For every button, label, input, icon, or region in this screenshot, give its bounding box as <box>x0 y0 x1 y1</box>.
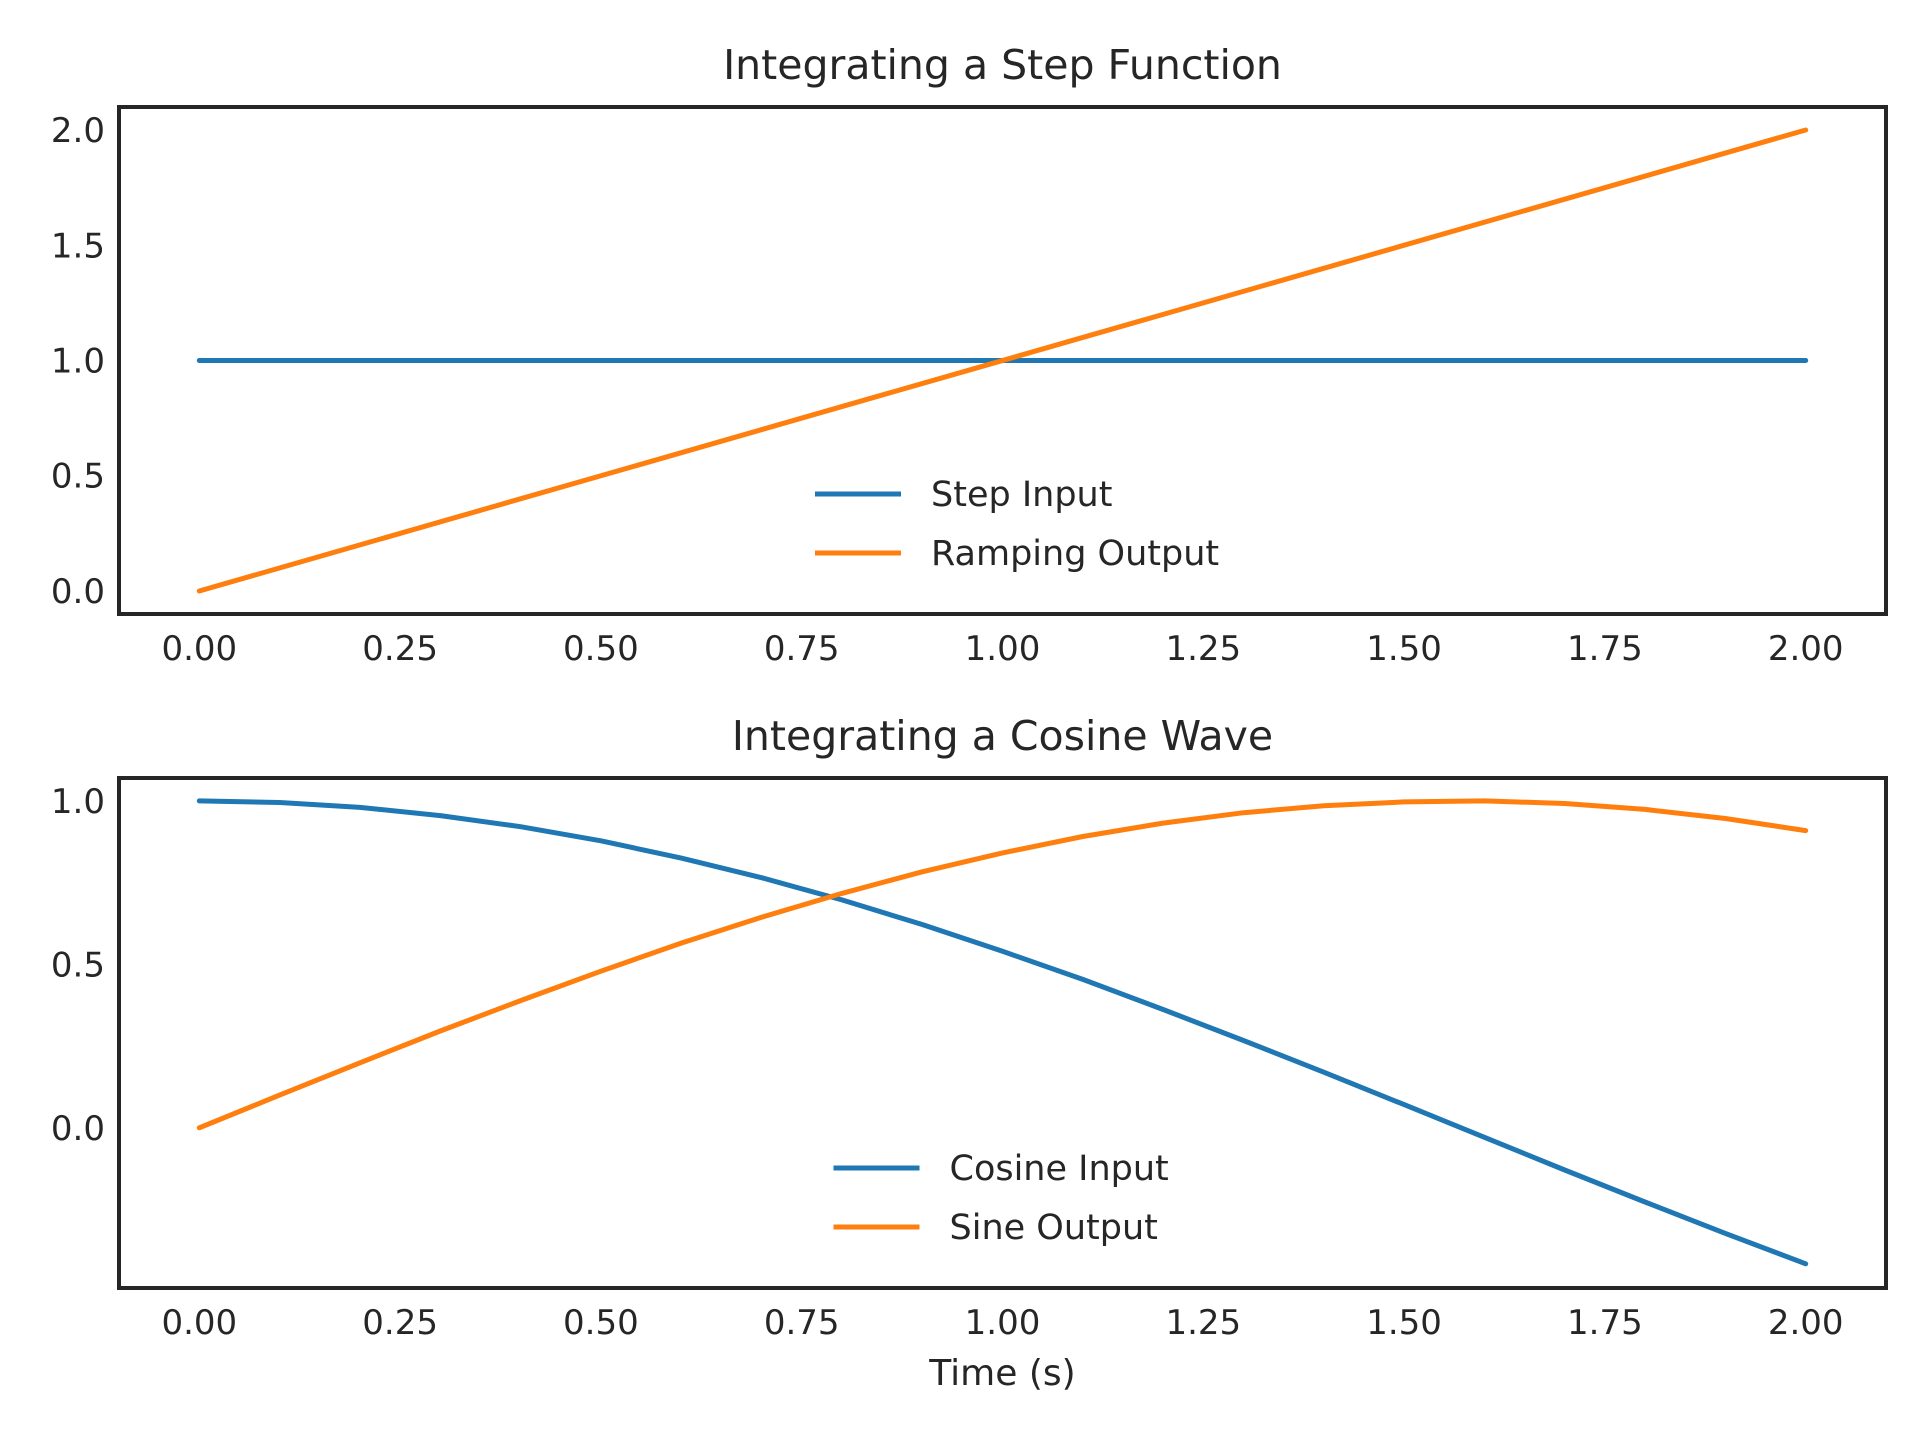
legend-label: Cosine Input <box>950 1149 1169 1189</box>
chart-panel-1: Integrating a Step Function 0.00 0.25 0.50 0… <box>51 41 1888 669</box>
x-tick-label: 0.25 <box>362 629 438 669</box>
x-tick-label: 0.50 <box>563 1303 639 1343</box>
y-tick-label: 1.0 <box>51 782 105 822</box>
x-tick-label: 1.75 <box>1567 1303 1643 1343</box>
x-tick-label: 1.25 <box>1165 629 1241 669</box>
x-tick-label: 0.00 <box>161 1303 237 1343</box>
axes-frame <box>117 105 1888 616</box>
y-tick-label: 0.0 <box>51 1109 105 1149</box>
series-line-cosine-input <box>196 798 1809 1267</box>
x-tick-label: 1.00 <box>965 1303 1041 1343</box>
x-tick-label: 1.25 <box>1165 1303 1241 1343</box>
x-tick-label: 0.50 <box>563 629 639 669</box>
chart-title: Integrating a Cosine Wave <box>732 712 1273 760</box>
axes-frame <box>117 776 1888 1290</box>
x-tick-label: 1.50 <box>1366 1303 1442 1343</box>
x-tick-label: 1.50 <box>1366 629 1442 669</box>
x-tick-label: 0.75 <box>764 629 840 669</box>
x-tick-label: 0.00 <box>161 629 237 669</box>
legend: Step Input Ramping Output <box>815 475 1219 574</box>
x-tick-label: 0.75 <box>764 1303 840 1343</box>
legend-label: Sine Output <box>950 1208 1158 1248</box>
x-tick-label: 2.00 <box>1768 1303 1844 1343</box>
y-tick-label: 1.5 <box>51 226 105 266</box>
x-axis-label: Time (s) <box>928 1353 1075 1394</box>
x-tick-label: 1.75 <box>1567 629 1643 669</box>
chart-title: Integrating a Step Function <box>723 41 1282 89</box>
legend-label: Ramping Output <box>931 534 1219 574</box>
y-tick-label: 0.5 <box>51 945 105 985</box>
x-tick-label: 1.00 <box>965 629 1041 669</box>
y-tick-label: 2.0 <box>51 111 105 151</box>
y-tick-label: 0.5 <box>51 457 105 497</box>
y-tick-label: 1.0 <box>51 342 105 382</box>
y-tick-label: 0.0 <box>51 572 105 612</box>
legend-label: Step Input <box>931 475 1112 515</box>
x-tick-label: 0.25 <box>362 1303 438 1343</box>
chart-panel-2: Integrating a Cosine Wave 0.00 0.25 0.50 0.7… <box>51 712 1888 1394</box>
x-tick-label: 2.00 <box>1768 629 1844 669</box>
series-line-ramping-output <box>196 127 1809 594</box>
series-line-sine-output <box>196 798 1809 1131</box>
legend: Cosine Input Sine Output <box>833 1149 1169 1248</box>
